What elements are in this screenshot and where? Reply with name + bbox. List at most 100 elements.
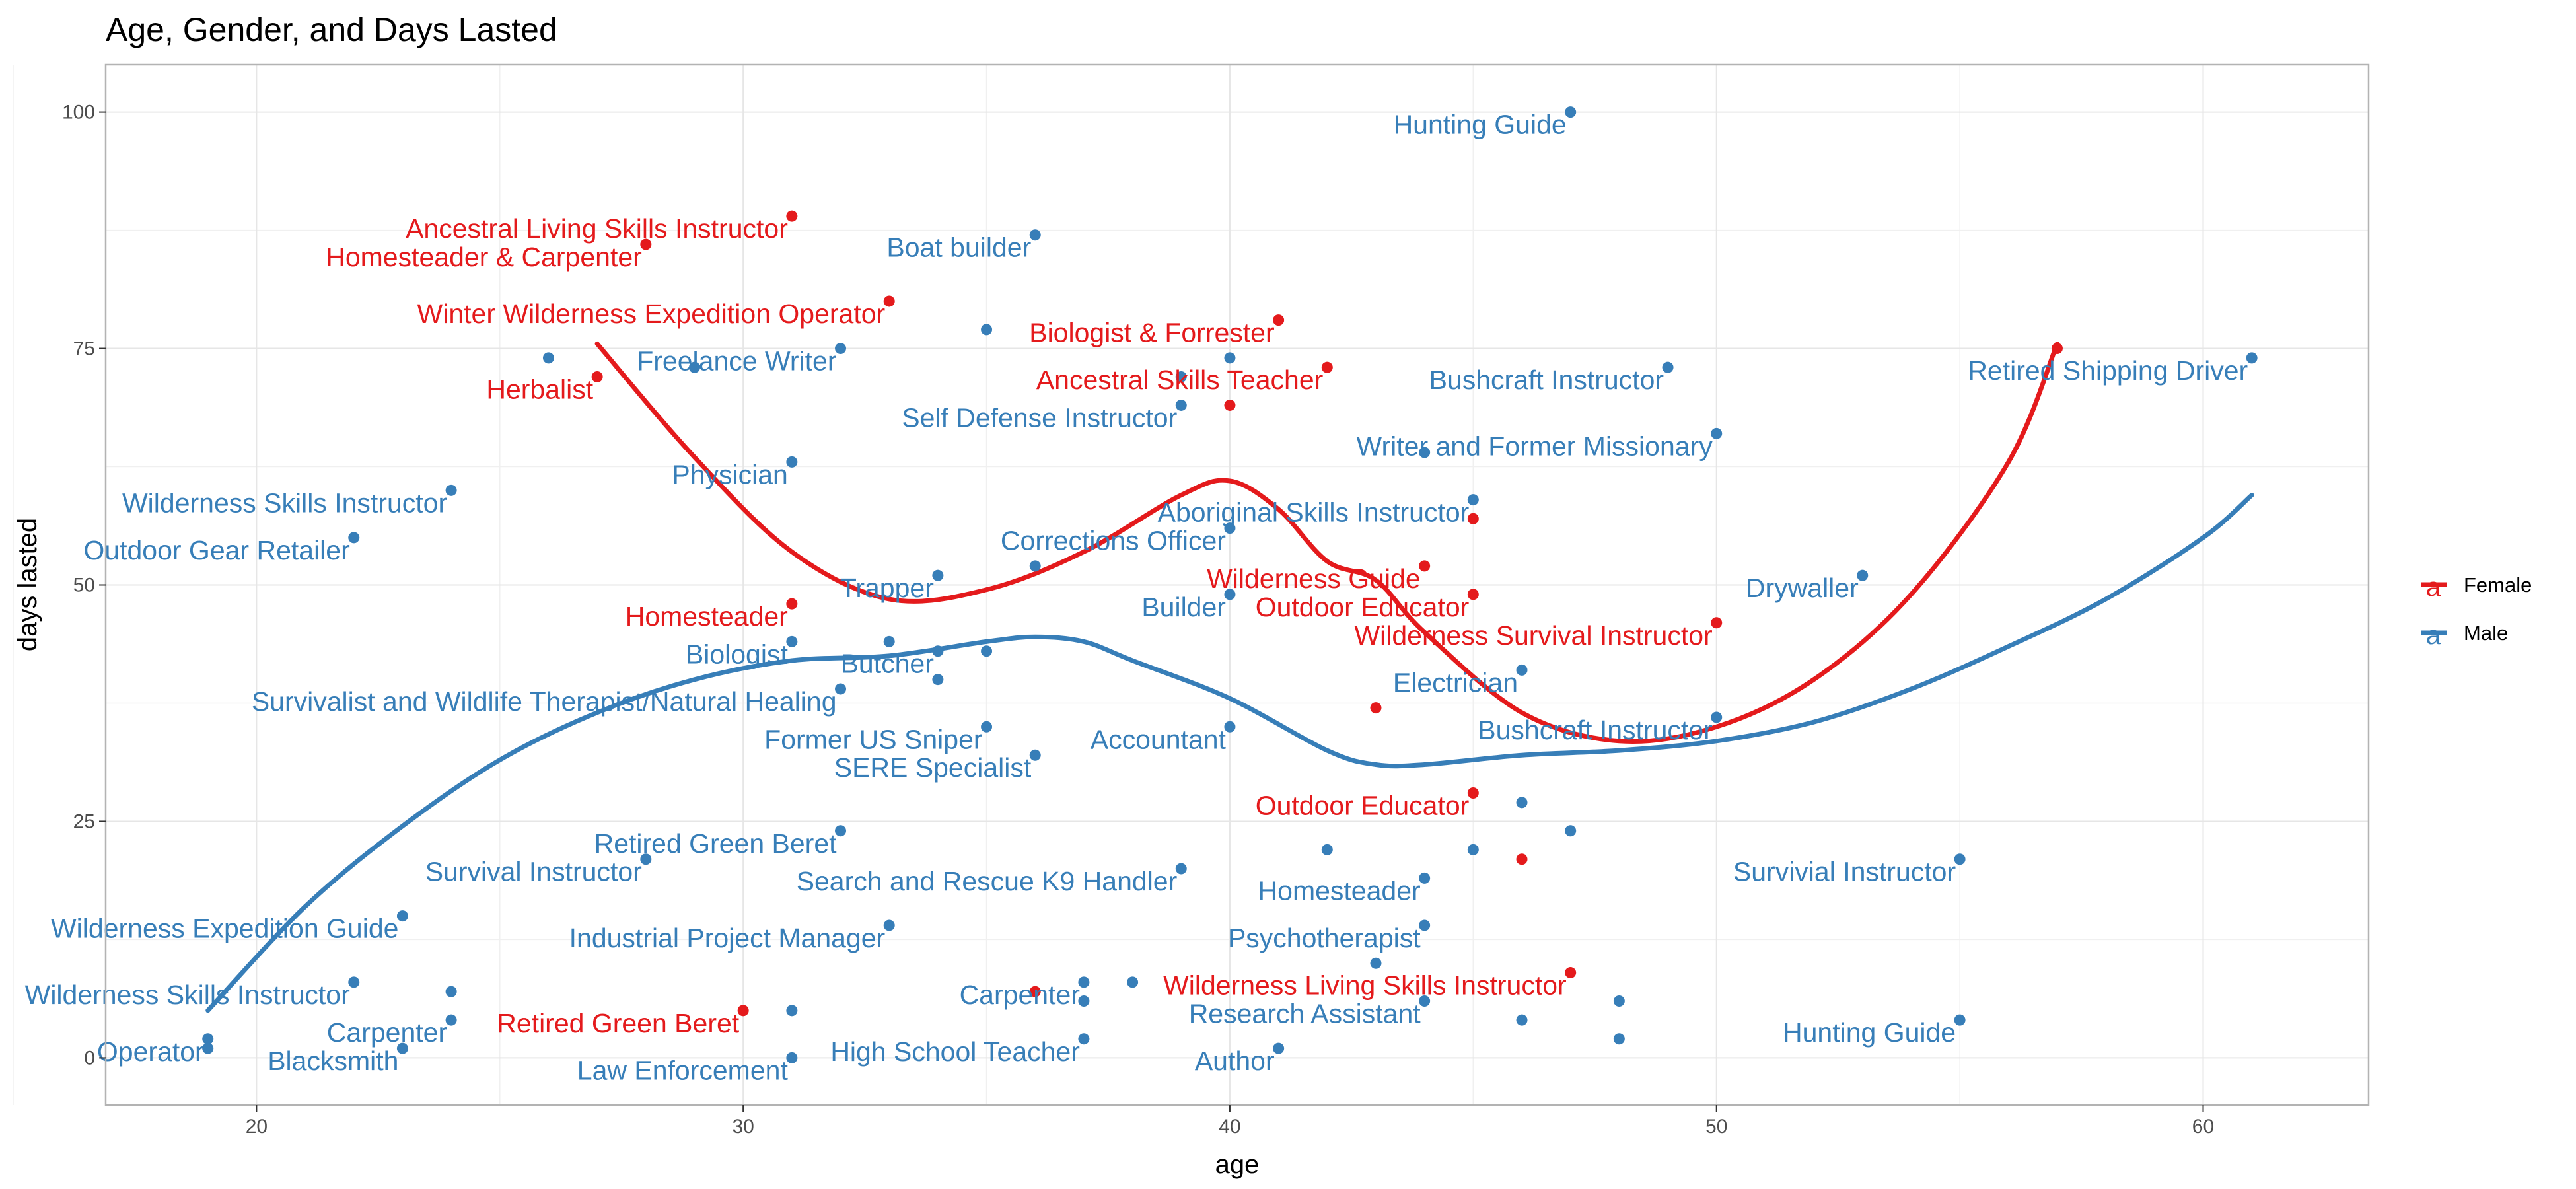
point-label: Wilderness Living Skills Instructor	[1163, 970, 1567, 1001]
data-point-male	[883, 635, 895, 647]
data-point-male	[1175, 863, 1187, 875]
point-label: Outdoor Educator	[1256, 592, 1470, 622]
point-label: Accountant	[1091, 724, 1227, 754]
point-labels: Ancestral Living Skills InstructorHomest…	[25, 110, 2248, 1086]
point-label: Wilderness Expedition Guide	[51, 914, 398, 944]
point-label: Industrial Project Manager	[569, 923, 886, 953]
data-point-male	[445, 986, 457, 997]
data-point-female	[640, 238, 652, 250]
data-point-male	[1565, 106, 1577, 118]
point-label: Research Assistant	[1189, 999, 1421, 1029]
point-label: Homesteader & Carpenter	[326, 242, 642, 272]
point-label: Author	[1195, 1046, 1275, 1076]
data-point-male	[1127, 976, 1139, 988]
data-point-male	[202, 1042, 214, 1054]
point-label: Survivalist and Wildlife Therapist/Natur…	[252, 686, 837, 717]
point-label: Wilderness Survival Instructor	[1354, 620, 1712, 651]
legend-label: Female	[2464, 573, 2532, 596]
data-point-male	[640, 853, 652, 865]
point-label: Biologist	[686, 639, 789, 669]
data-point-male	[202, 1033, 214, 1045]
data-point-male	[1078, 1033, 1090, 1045]
x-tick-label: 40	[1219, 1116, 1240, 1137]
data-point-male	[1516, 797, 1528, 809]
y-tick-label: 50	[73, 575, 95, 596]
data-point-male	[348, 532, 360, 544]
point-label: Blacksmith	[268, 1046, 398, 1076]
data-point-male	[1419, 919, 1431, 931]
data-point-male	[1613, 995, 1625, 1007]
legend-key-glyph: a	[2426, 621, 2441, 650]
data-point-male	[1029, 560, 1041, 572]
data-point-male	[1662, 361, 1674, 373]
data-point-female	[786, 598, 798, 610]
data-point-male	[932, 674, 944, 686]
data-point-male	[1224, 352, 1236, 364]
data-point-male	[396, 1042, 408, 1054]
data-point-male	[396, 910, 408, 922]
data-point-female	[883, 295, 895, 307]
data-point-male	[1321, 844, 1333, 855]
point-label: Carpenter	[960, 980, 1080, 1010]
data-point-male	[1175, 399, 1187, 411]
point-label: Homesteader	[626, 601, 788, 631]
major-gridlines	[106, 65, 2369, 1105]
data-point-male	[981, 324, 993, 336]
data-point-male	[1175, 371, 1187, 382]
point-label: Search and Rescue K9 Handler	[797, 866, 1178, 896]
point-label: Survival Instructor	[425, 857, 642, 887]
point-label: Hunting Guide	[1394, 110, 1567, 140]
x-tick-label: 60	[2192, 1116, 2214, 1137]
smooth-line-male	[205, 493, 2254, 1013]
smooth-line-female	[594, 341, 2059, 744]
point-label: Trapper	[840, 573, 934, 603]
point-label: Drywaller	[1746, 573, 1859, 603]
data-point-female	[737, 1005, 749, 1017]
data-point-female	[1467, 589, 1479, 600]
point-label: Former US Sniper	[764, 724, 982, 754]
point-label: Builder	[1141, 592, 1226, 622]
point-label: Survivial Instructor	[1733, 857, 1956, 887]
point-label: Ancestral Skills Teacher	[1036, 365, 1323, 395]
y-tick-label: 0	[84, 1047, 95, 1069]
y-tick-label: 75	[73, 338, 95, 360]
point-label: Carpenter	[327, 1017, 447, 1048]
data-point-male	[1370, 957, 1382, 969]
data-point-male	[932, 569, 944, 581]
point-label: Electrician	[1393, 667, 1518, 698]
x-tick-label: 20	[246, 1116, 268, 1137]
data-point-male	[445, 484, 457, 496]
data-point-female	[1370, 702, 1382, 714]
point-label: Self Defense Instructor	[902, 402, 1177, 433]
data-point-male	[1954, 853, 1966, 865]
data-point-male	[1224, 721, 1236, 733]
point-label: Bushcraft Instructor	[1478, 715, 1712, 745]
data-point-male	[981, 645, 993, 657]
data-point-male	[542, 352, 554, 364]
point-label: SERE Specialist	[834, 752, 1032, 783]
y-tick-label: 100	[62, 102, 95, 124]
data-point-female	[591, 371, 603, 382]
x-axis-label: age	[1215, 1150, 1260, 1179]
data-point-male	[1857, 569, 1869, 581]
data-point-male	[445, 1014, 457, 1026]
point-label: Physician	[672, 459, 787, 489]
point-label: Freelance Writer	[637, 346, 836, 377]
data-point-male	[786, 456, 798, 468]
data-point-male	[1419, 447, 1431, 458]
data-point-male	[1029, 749, 1041, 761]
point-label: Winter Wilderness Expedition Operator	[417, 299, 886, 329]
point-label: Retired Shipping Driver	[1968, 355, 2248, 386]
data-point-male	[1419, 872, 1431, 884]
data-point-male	[1029, 229, 1041, 241]
smoothing-curves	[205, 341, 2254, 1013]
y-tick-label: 25	[73, 811, 95, 832]
point-label: Butcher	[841, 649, 934, 679]
data-point-female	[1516, 853, 1528, 865]
data-point-female	[786, 210, 798, 222]
data-point-male	[1565, 825, 1577, 837]
data-point-male	[1078, 995, 1090, 1007]
data-point-male	[1954, 1014, 1966, 1026]
